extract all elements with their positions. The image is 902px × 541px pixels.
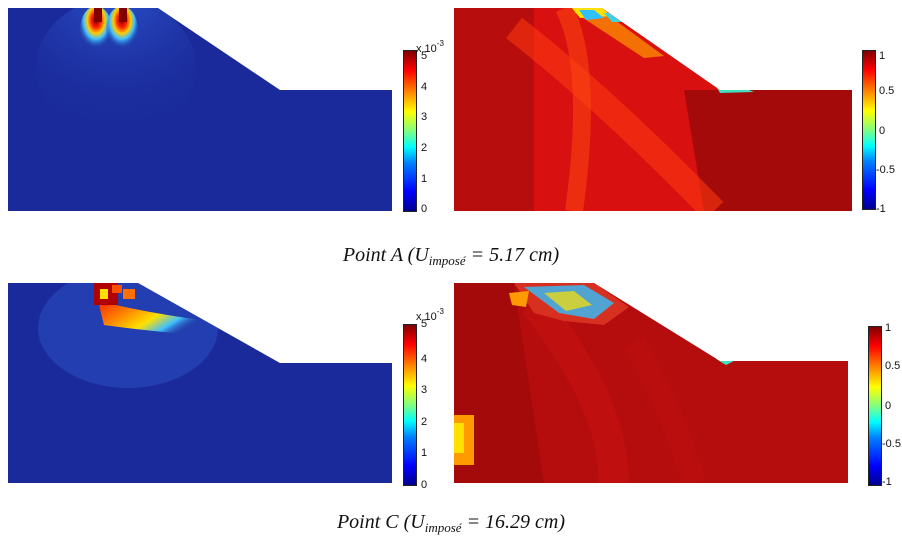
- colorbar-tick: 0: [879, 125, 886, 137]
- colorbar-tick: 2: [421, 142, 428, 154]
- colorbar-tick: 0: [421, 203, 428, 215]
- strain-colorbar-a: [403, 50, 417, 212]
- colorbar-tick: 1: [421, 173, 428, 185]
- strain-field-plot-c: [8, 283, 392, 483]
- index-colorbar-a: [862, 50, 876, 210]
- colorbar-tick: -1: [882, 476, 892, 488]
- colorbar-tick: 4: [421, 81, 428, 93]
- colorbar-tick: -0.5: [882, 438, 901, 450]
- colorbar-tick: 1: [885, 322, 892, 334]
- colorbar-tick: 3: [421, 384, 428, 396]
- colorbar-tick: 1: [421, 447, 428, 459]
- colorbar-tick: -1: [876, 203, 886, 215]
- strain-field-plot-a: [8, 8, 392, 211]
- colorbar-multiplier-a: x 10-3: [416, 39, 444, 55]
- colorbar-tick: 3: [421, 111, 428, 123]
- index-field-plot-a: [454, 8, 852, 211]
- colorbar-tick: 5: [421, 50, 428, 62]
- caption-point-a: Point A (Uimposé = 5.17 cm): [342, 244, 560, 268]
- index-colorbar-c: [868, 326, 882, 486]
- colorbar-tick: 0: [421, 479, 428, 491]
- caption-point-c: Point C (Uimposé = 16.29 cm): [336, 511, 566, 535]
- colorbar-tick: 0.5: [879, 85, 895, 97]
- colorbar-tick: 1: [879, 50, 886, 62]
- colorbar-tick: 0.5: [885, 360, 901, 372]
- colorbar-tick: 5: [421, 318, 428, 330]
- colorbar-multiplier-c: x 10-3: [416, 307, 444, 323]
- colorbar-tick: 2: [421, 416, 428, 428]
- index-field-plot-c: [454, 283, 848, 483]
- colorbar-tick: -0.5: [876, 164, 895, 176]
- colorbar-tick: 0: [885, 400, 892, 412]
- strain-colorbar-c: [403, 324, 417, 486]
- colorbar-tick: 4: [421, 353, 428, 365]
